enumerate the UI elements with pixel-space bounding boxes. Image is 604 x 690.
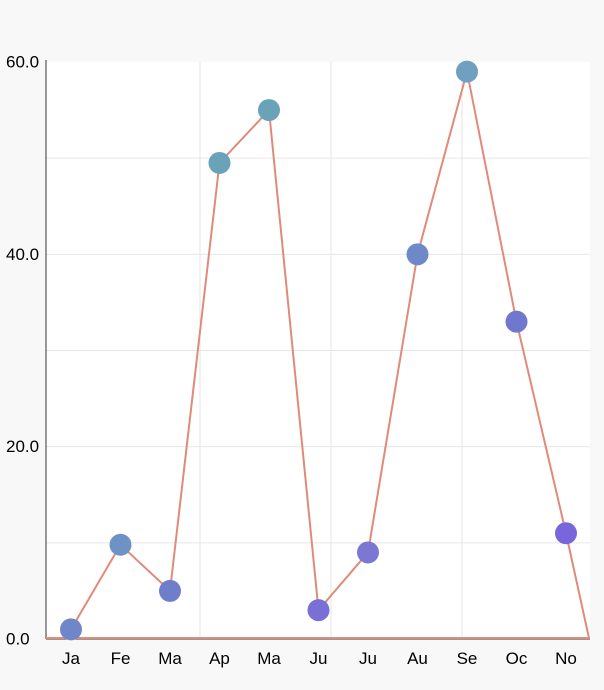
x-tick-labels: Ja Fe Ma Ap Ma Ju Ju Au Se Oc No xyxy=(62,649,577,668)
data-point xyxy=(456,60,478,83)
series xyxy=(46,60,590,641)
x-tick-label: Ma xyxy=(257,649,281,668)
x-tick-label: Se xyxy=(457,649,478,668)
data-point xyxy=(208,151,231,174)
data-point xyxy=(159,579,181,602)
y-tick-label: 40.0 xyxy=(6,245,39,264)
x-tick-label: Ap xyxy=(209,649,230,668)
data-point xyxy=(109,533,132,556)
y-tick-label: 0.0 xyxy=(6,629,30,648)
data-point xyxy=(60,618,82,641)
x-tick-label: Ja xyxy=(62,649,81,668)
x-tick-label: No xyxy=(555,649,577,668)
y-tick-label: 60.0 xyxy=(6,52,39,71)
data-point xyxy=(307,599,330,622)
series-line xyxy=(70,71,590,639)
data-point xyxy=(357,541,379,564)
x-tick-label: Ju xyxy=(310,649,328,668)
y-tick-labels: 0.0 20.0 40.0 60.0 xyxy=(6,52,39,648)
x-tick-label: Au xyxy=(407,649,428,668)
x-tick-label: Ma xyxy=(158,649,182,668)
x-tick-label: Oc xyxy=(506,649,528,668)
y-tick-label: 20.0 xyxy=(6,437,39,456)
grid xyxy=(46,62,590,639)
data-point xyxy=(406,243,429,266)
data-point xyxy=(505,310,528,333)
data-point xyxy=(555,522,577,545)
x-tick-label: Fe xyxy=(111,649,131,668)
data-point xyxy=(258,99,280,122)
x-tick-label: Ju xyxy=(359,649,377,668)
